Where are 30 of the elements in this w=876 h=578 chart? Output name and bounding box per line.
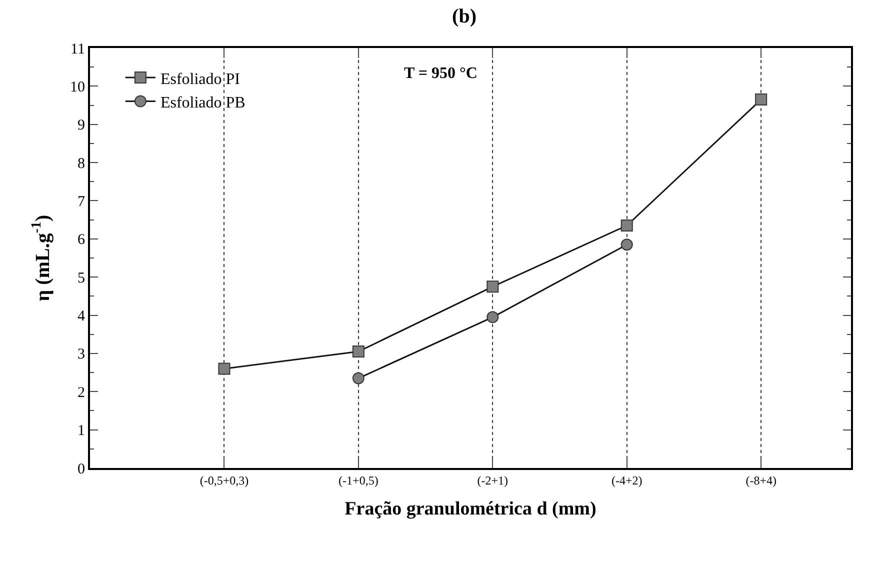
y-tick-label: 2 — [78, 384, 85, 401]
chart-title: (b) — [452, 6, 477, 28]
y-tick-label: 3 — [78, 346, 85, 363]
y-tick-label: 8 — [78, 156, 85, 172]
point — [486, 280, 499, 293]
point — [755, 94, 768, 106]
y-tick-label: 7 — [78, 194, 86, 210]
x-tick-label: (-0,5+0,3) — [200, 473, 249, 488]
y-tick-label: 5 — [78, 270, 85, 286]
point — [352, 372, 364, 384]
y-tick-label: 4 — [78, 308, 86, 325]
point — [352, 346, 364, 358]
y-tick-label: 6 — [78, 232, 86, 248]
legend-label: Esfoliado PI — [160, 70, 240, 88]
x-tick-label: (-2+1) — [477, 473, 508, 488]
y-tick-label: 10 — [70, 79, 85, 96]
annotation: T = 950 °C — [404, 65, 478, 82]
y-tick-label: 1 — [78, 423, 85, 440]
point — [486, 311, 499, 324]
x-tick-label: (-1+0,5) — [338, 473, 378, 488]
x-tick-label: (-4+2) — [611, 473, 642, 488]
legend-label: Esfoliado PB — [160, 94, 246, 112]
x-axis-title: Fração granulométrica d (mm) — [344, 498, 596, 520]
point — [620, 220, 633, 232]
point — [620, 238, 633, 251]
y-tick-label: 0 — [78, 461, 85, 478]
x-tick-label: (-8+4) — [746, 473, 776, 488]
y-tick-label: 9 — [78, 118, 85, 134]
y-tick-label: 11 — [70, 41, 85, 58]
point — [218, 362, 230, 375]
